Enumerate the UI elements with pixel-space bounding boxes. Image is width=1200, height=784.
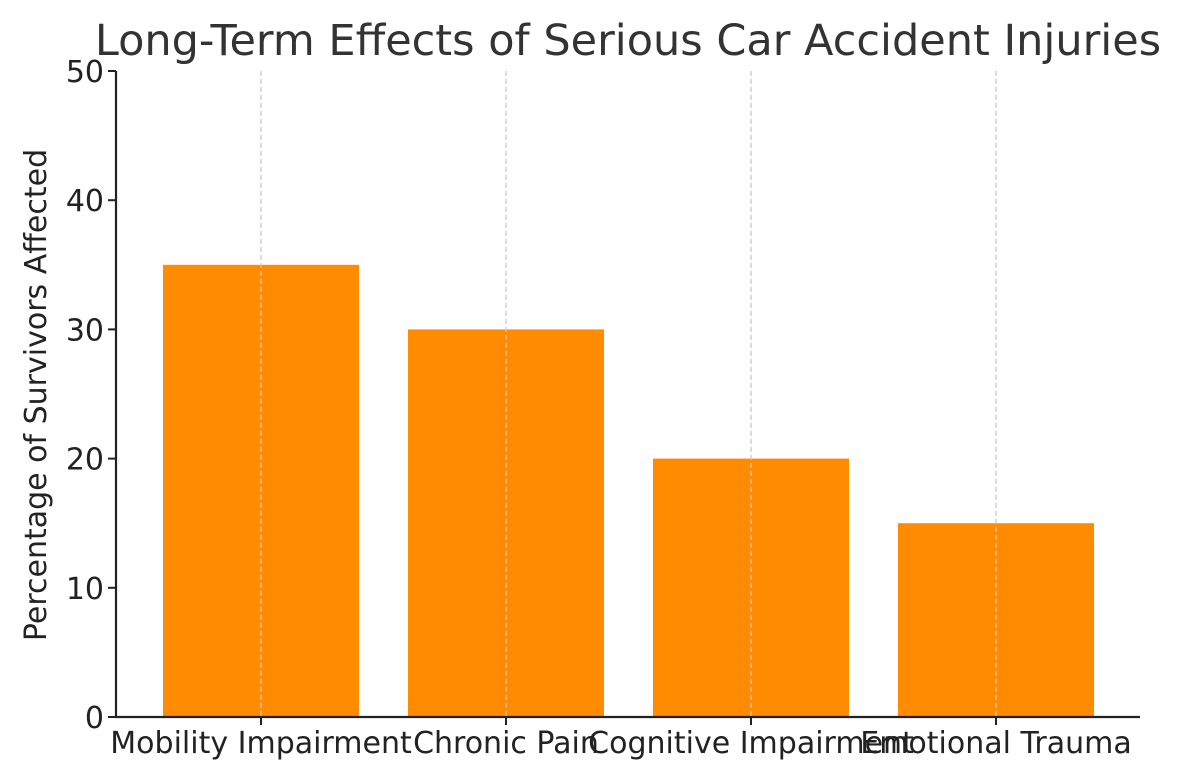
y-tick-label: 10 [66,572,104,607]
chart-title: Long-Term Effects of Serious Car Acciden… [95,16,1161,66]
x-tick-label: Chronic Pain [413,726,599,761]
bars-layer [163,264,1094,717]
axes-layer: 0 10 20 30 40 50 Mobility Impairment Chronic Pa… [66,55,1140,761]
y-tick-label: 0 [85,701,104,736]
x-tick-label: Mobility Impairment [110,726,412,761]
x-tick-label: Cognitive Impairment [588,726,914,761]
y-tick-label: 30 [66,313,104,348]
x-tick-label: Emotional Trauma [860,726,1132,761]
y-tick-label: 50 [66,55,104,90]
grid-layer [260,71,997,717]
y-tick-label: 20 [66,443,104,478]
y-axis-label: Percentage of Survivors Affected [19,149,54,641]
y-tick-label: 40 [66,184,104,219]
